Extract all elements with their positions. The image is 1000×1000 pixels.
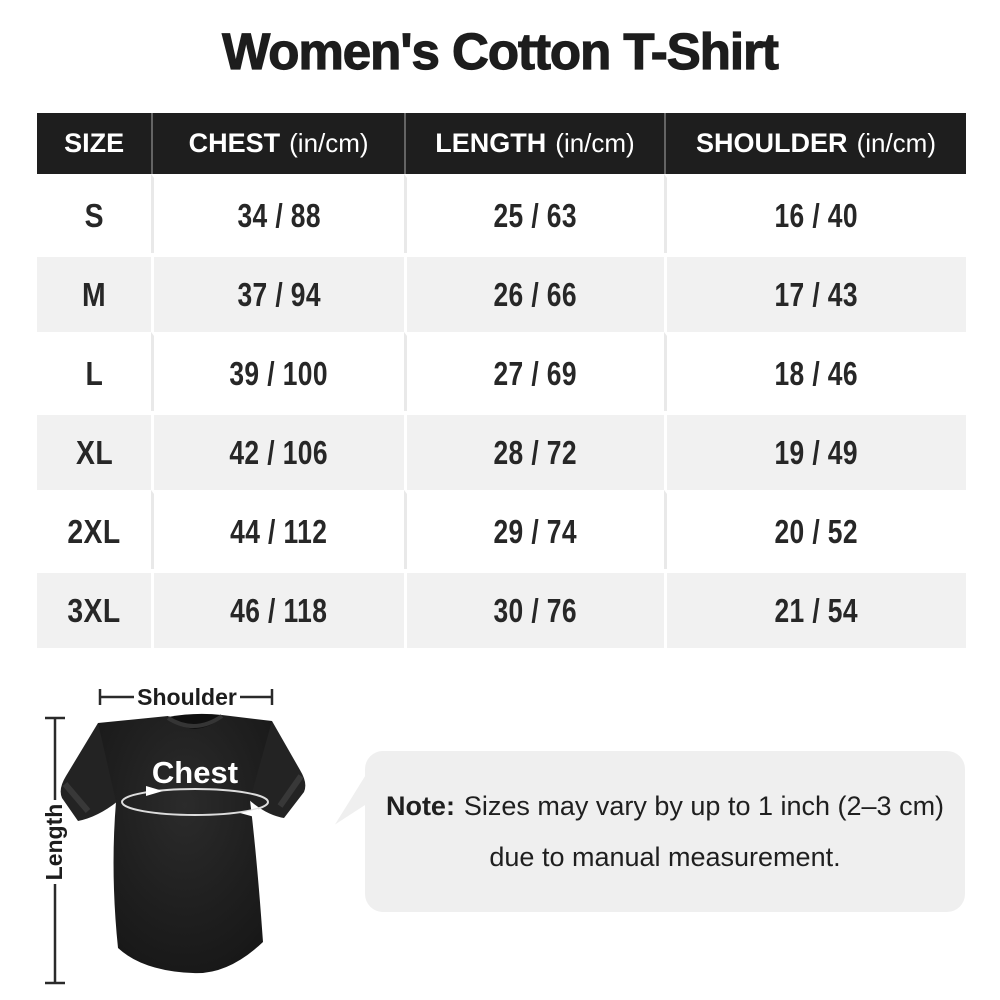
arrow-right-icon xyxy=(146,786,163,796)
table-row: 2XL 44 / 112 29 / 74 20 / 52 xyxy=(37,490,966,569)
table-row: S 34 / 88 25 / 63 16 / 40 xyxy=(37,174,966,253)
size-value: 2XL xyxy=(67,512,121,550)
cell-chest: 44 / 112 xyxy=(151,490,404,569)
cell-shoulder: 16 / 40 xyxy=(664,174,966,253)
length-value: 29 / 74 xyxy=(493,512,578,550)
shoulder-value: 19 / 49 xyxy=(774,433,859,471)
cell-shoulder: 17 / 43 xyxy=(664,253,966,332)
chest-label: Chest xyxy=(152,755,238,790)
size-value: L xyxy=(85,354,104,392)
col-header-size-label: SIZE xyxy=(64,128,125,158)
cell-chest: 37 / 94 xyxy=(151,253,404,332)
note-text-1: Sizes may vary by up to 1 inch (2–3 cm) xyxy=(463,790,945,821)
chest-value: 42 / 106 xyxy=(229,433,329,471)
cell-length: 28 / 72 xyxy=(403,411,665,490)
size-value: M xyxy=(82,275,107,313)
chest-value: 39 / 100 xyxy=(229,354,329,392)
size-value: 3XL xyxy=(67,591,121,629)
shoulder-value: 20 / 52 xyxy=(774,512,859,550)
size-chart-table: SIZE CHEST (in/cm) LENGTH (in/cm) SHOULDER… xyxy=(37,113,966,648)
col-header-size: SIZE xyxy=(37,113,152,174)
shoulder-value: 16 / 40 xyxy=(774,196,859,234)
cell-size: M xyxy=(37,253,152,332)
cell-size: L xyxy=(37,332,152,411)
size-value: XL xyxy=(75,433,113,471)
cell-shoulder: 19 / 49 xyxy=(664,411,966,490)
note-line-2: due to manual measurement. xyxy=(489,842,840,873)
cell-shoulder: 18 / 46 xyxy=(664,332,966,411)
length-value: 27 / 69 xyxy=(493,354,578,392)
cell-shoulder: 21 / 54 xyxy=(664,569,966,648)
shoulder-value: 18 / 46 xyxy=(774,354,859,392)
cell-length: 26 / 66 xyxy=(403,253,665,332)
cell-size: S xyxy=(37,174,152,253)
left-cuff xyxy=(62,782,91,813)
tshirt-measurement-diagram: Shoulder Length Chest xyxy=(41,684,306,985)
size-value: S xyxy=(84,196,104,234)
cell-shoulder: 20 / 52 xyxy=(664,490,966,569)
chest-measure-ellipse xyxy=(121,788,269,816)
col-header-chest: CHEST (in/cm) xyxy=(151,113,404,174)
chest-value: 44 / 112 xyxy=(230,512,328,550)
col-header-shoulder-unit: (in/cm) xyxy=(856,128,936,158)
col-header-chest-unit: (in/cm) xyxy=(289,128,369,158)
shoulder-measure-line xyxy=(98,689,274,705)
col-header-shoulder: SHOULDER (in/cm) xyxy=(664,113,966,174)
length-label: Length xyxy=(41,804,67,881)
cell-chest: 39 / 100 xyxy=(151,332,404,411)
page-title: Women's Cotton T-Shirt xyxy=(221,22,779,80)
cell-length: 27 / 69 xyxy=(403,332,665,411)
length-value: 26 / 66 xyxy=(493,275,578,313)
chest-value: 37 / 94 xyxy=(237,275,321,313)
arrow-left-icon xyxy=(240,809,258,818)
col-header-chest-label: CHEST xyxy=(188,128,281,158)
right-cuff xyxy=(277,774,304,808)
collar-band xyxy=(166,714,224,728)
note-text-2: due to manual measurement. xyxy=(489,841,841,872)
cell-chest: 46 / 118 xyxy=(151,569,404,648)
length-value: 30 / 76 xyxy=(493,591,578,629)
note-line-1: Note: Sizes may vary by up to 1 inch (2–3… xyxy=(386,791,944,822)
col-header-length-unit: (in/cm) xyxy=(555,128,635,158)
note-bubble-tail xyxy=(335,773,367,825)
chest-value: 46 / 118 xyxy=(230,591,328,629)
cell-length: 29 / 74 xyxy=(403,490,665,569)
cell-chest: 34 / 88 xyxy=(151,174,404,253)
length-value: 28 / 72 xyxy=(493,433,578,471)
table-row: 3XL 46 / 118 30 / 76 21 / 54 xyxy=(37,569,966,648)
length-value: 25 / 63 xyxy=(493,196,578,234)
shoulder-label: Shoulder xyxy=(137,684,237,710)
cell-chest: 42 / 106 xyxy=(151,411,404,490)
shoulder-value: 17 / 43 xyxy=(774,275,859,313)
cell-size: 3XL xyxy=(37,569,152,648)
col-header-length-label: LENGTH xyxy=(435,128,547,158)
tshirt-graphic: Chest xyxy=(60,713,306,974)
table-row: L 39 / 100 27 / 69 18 / 46 xyxy=(37,332,966,411)
shirt-body xyxy=(98,715,272,974)
table-row: M 37 / 94 26 / 66 17 / 43 xyxy=(37,253,966,332)
chest-value: 34 / 88 xyxy=(237,196,321,234)
cell-size: 2XL xyxy=(37,490,152,569)
cell-size: XL xyxy=(37,411,152,490)
note-prefix: Note: xyxy=(385,790,455,821)
length-measure-line xyxy=(45,716,65,985)
table-row: XL 42 / 106 28 / 72 19 / 49 xyxy=(37,411,966,490)
col-header-shoulder-label: SHOULDER xyxy=(696,128,848,158)
size-chart: SIZE CHEST (in/cm) LENGTH (in/cm) SHOULDER… xyxy=(37,113,966,648)
table-header: SIZE CHEST (in/cm) LENGTH (in/cm) SHOULDER… xyxy=(37,113,966,174)
col-header-length: LENGTH (in/cm) xyxy=(403,113,665,174)
cell-length: 25 / 63 xyxy=(403,174,665,253)
cell-length: 30 / 76 xyxy=(403,569,665,648)
shoulder-value: 21 / 54 xyxy=(774,591,859,629)
note-bubble: Note: Sizes may vary by up to 1 inch (2–3… xyxy=(335,751,965,912)
